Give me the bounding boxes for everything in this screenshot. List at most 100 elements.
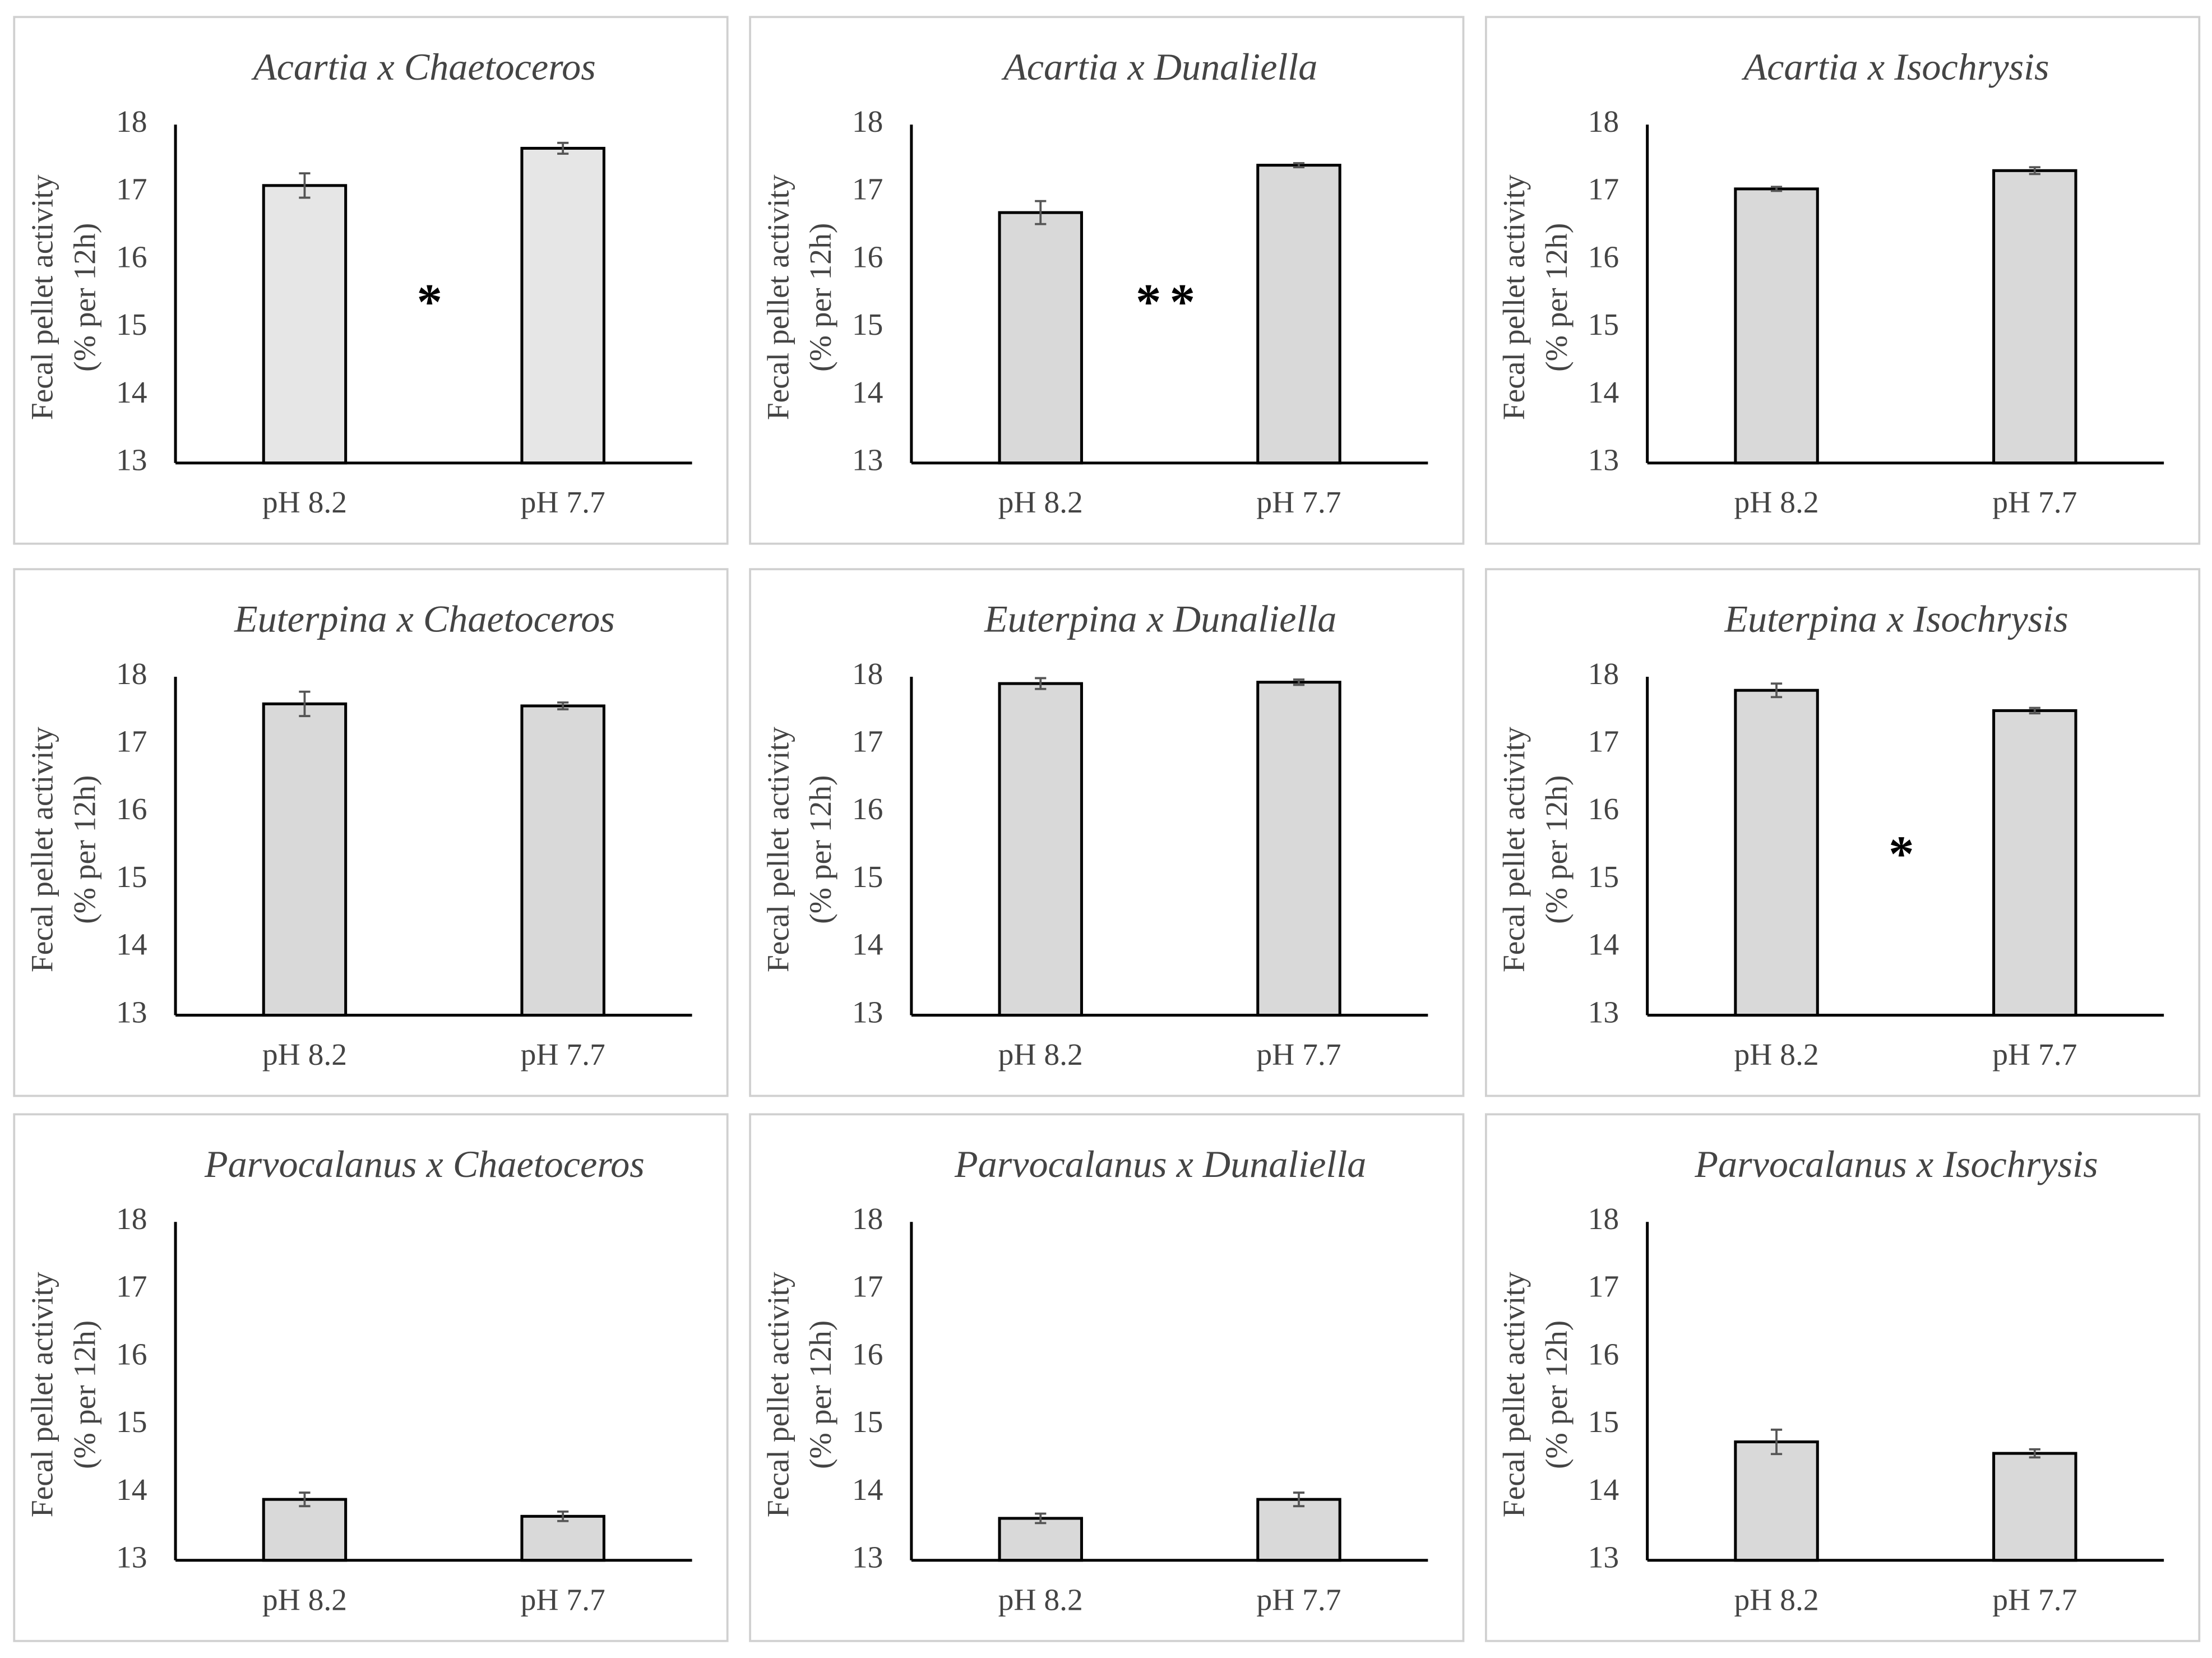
bar bbox=[1256, 681, 1341, 1017]
y-tick-label: 15 bbox=[852, 1405, 883, 1439]
bar bbox=[998, 211, 1083, 465]
y-tick-label: 13 bbox=[852, 995, 883, 1029]
error-bar bbox=[557, 701, 569, 710]
error-bar bbox=[1035, 200, 1047, 225]
y-tick-label: 18 bbox=[852, 1202, 883, 1236]
y-tick-label: 18 bbox=[116, 105, 147, 139]
error-bar bbox=[1035, 677, 1047, 690]
y-tick-label: 13 bbox=[1588, 1541, 1619, 1575]
x-tick-label: pH 8.2 bbox=[262, 1583, 347, 1617]
chart-panel: Parvocalanus x Chaetoceros Fecal pellet a… bbox=[13, 1113, 729, 1642]
y-tick-label: 14 bbox=[1588, 376, 1619, 410]
error-bar bbox=[1293, 678, 1305, 686]
chart-title: Acartia x Chaetoceros bbox=[251, 45, 596, 88]
y-tick-label: 14 bbox=[116, 1473, 147, 1507]
y-axis-label: (% per 12h) bbox=[68, 1320, 102, 1469]
y-axis-label: Fecal pellet activity bbox=[1497, 727, 1531, 972]
y-tick-label: 18 bbox=[1588, 657, 1619, 691]
chart-panel: Acartia x Dunaliella Fecal pellet activit… bbox=[749, 16, 1465, 545]
bar bbox=[1256, 1498, 1341, 1562]
panel-border bbox=[749, 568, 1465, 1097]
bar bbox=[1992, 1452, 2077, 1562]
y-axis-label: (% per 12h) bbox=[68, 775, 102, 923]
y-tick-label: 14 bbox=[116, 376, 147, 410]
y-tick-label: 16 bbox=[116, 792, 147, 826]
panel-border bbox=[13, 568, 729, 1097]
y-tick-label: 14 bbox=[1588, 1473, 1619, 1507]
y-tick-label: 17 bbox=[852, 173, 883, 207]
y-tick-label: 18 bbox=[116, 1202, 147, 1236]
bar bbox=[998, 1517, 1083, 1562]
y-tick-label: 18 bbox=[852, 657, 883, 691]
y-axis-label: Fecal pellet activity bbox=[761, 727, 795, 972]
bar bbox=[1734, 689, 1819, 1017]
x-tick-label: pH 8.2 bbox=[998, 486, 1083, 520]
significance-annotation: ** bbox=[1136, 274, 1204, 330]
error-bar bbox=[1293, 162, 1305, 169]
error-bar bbox=[299, 1491, 311, 1508]
y-tick-label: 17 bbox=[116, 724, 147, 759]
bar bbox=[1256, 164, 1341, 465]
error-bar bbox=[2029, 706, 2040, 715]
bar bbox=[1734, 187, 1819, 465]
chart-title: Parvocalanus x Chaetoceros bbox=[204, 1143, 645, 1185]
y-axis-label: (% per 12h) bbox=[1540, 223, 1574, 372]
y-tick-label: 15 bbox=[1588, 860, 1619, 894]
chart-title: Acartia x Isochrysis bbox=[1741, 45, 2049, 88]
y-tick-label: 15 bbox=[852, 860, 883, 894]
bar bbox=[262, 1498, 348, 1562]
x-tick-label: pH 8.2 bbox=[998, 1583, 1083, 1617]
chart-title: Parvocalanus x Isochrysis bbox=[1694, 1143, 2098, 1185]
x-tick-label: pH 8.2 bbox=[262, 1038, 347, 1072]
y-tick-label: 15 bbox=[116, 308, 147, 342]
bar bbox=[998, 682, 1083, 1017]
error-bar bbox=[1770, 1428, 1783, 1456]
bar bbox=[1992, 169, 2077, 465]
panel-border bbox=[13, 1113, 729, 1642]
y-tick-label: 15 bbox=[116, 1405, 147, 1439]
y-tick-label: 15 bbox=[116, 860, 147, 894]
bar bbox=[1992, 709, 2077, 1017]
panel-border bbox=[1484, 568, 2201, 1097]
y-tick-label: 13 bbox=[1588, 443, 1619, 477]
y-tick-label: 17 bbox=[1588, 724, 1619, 759]
y-tick-label: 16 bbox=[852, 792, 883, 826]
significance-annotation: * bbox=[1889, 826, 1923, 883]
y-axis-label: (% per 12h) bbox=[804, 223, 838, 372]
y-tick-label: 17 bbox=[852, 724, 883, 759]
panel-border bbox=[1484, 16, 2201, 545]
error-bar bbox=[557, 1510, 569, 1522]
y-tick-label: 13 bbox=[852, 1541, 883, 1575]
bar bbox=[1734, 1440, 1819, 1562]
y-tick-label: 17 bbox=[1588, 1270, 1619, 1304]
y-tick-label: 18 bbox=[1588, 105, 1619, 139]
bar bbox=[520, 704, 605, 1017]
y-tick-label: 15 bbox=[1588, 1405, 1619, 1439]
chart-panel: Euterpina x Chaetoceros Fecal pellet acti… bbox=[13, 568, 729, 1097]
chart-panel: Parvocalanus x Isochrysis Fecal pellet ac… bbox=[1484, 1113, 2201, 1642]
x-tick-label: pH 8.2 bbox=[1734, 486, 1818, 520]
y-tick-label: 14 bbox=[852, 376, 883, 410]
y-tick-label: 18 bbox=[852, 105, 883, 139]
y-tick-label: 16 bbox=[1588, 792, 1619, 826]
bar bbox=[520, 1514, 605, 1562]
error-bar bbox=[2029, 1448, 2040, 1459]
panel-border bbox=[749, 1113, 1465, 1642]
error-bar bbox=[299, 690, 311, 717]
significance-annotation: * bbox=[417, 274, 451, 330]
y-axis-label: (% per 12h) bbox=[804, 1320, 838, 1469]
x-tick-label: pH 7.7 bbox=[1992, 486, 2077, 520]
panel-border bbox=[749, 16, 1465, 545]
error-bar bbox=[1293, 1491, 1305, 1508]
x-tick-label: pH 8.2 bbox=[1734, 1038, 1818, 1072]
y-tick-label: 13 bbox=[116, 995, 147, 1029]
y-tick-label: 13 bbox=[116, 443, 147, 477]
y-axis-label: Fecal pellet activity bbox=[1497, 1272, 1531, 1517]
y-axis-label: (% per 12h) bbox=[804, 775, 838, 923]
y-tick-label: 14 bbox=[852, 1473, 883, 1507]
y-tick-label: 16 bbox=[116, 1337, 147, 1371]
y-tick-label: 13 bbox=[852, 443, 883, 477]
chart-title: Acartia x Dunaliella bbox=[1001, 45, 1317, 88]
x-tick-label: pH 7.7 bbox=[521, 486, 605, 520]
